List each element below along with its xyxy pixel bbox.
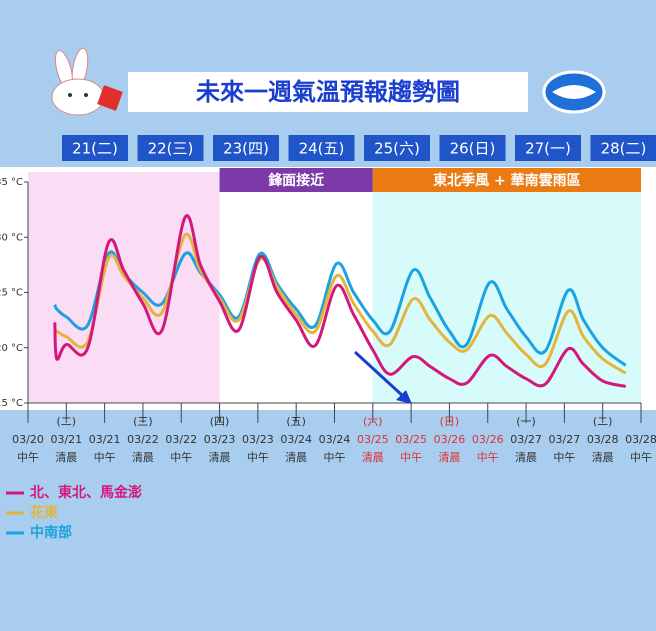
x-tick-time: 中午 (170, 451, 192, 464)
day-header: 23(四) (223, 140, 269, 158)
y-tick-label: 35 °C (0, 177, 23, 188)
logo (544, 72, 604, 112)
x-tick-weekday: (二) (593, 415, 613, 428)
annotation: 東北季風 + 華南雲雨區 (433, 172, 580, 189)
x-tick-time: 中午 (553, 451, 575, 464)
x-tick-label: 03/28 (625, 433, 656, 446)
x-tick-time: 清晨 (438, 451, 460, 464)
y-tick-label: 25 °C (0, 288, 23, 299)
day-header: 28(二) (601, 140, 647, 158)
x-tick-label: 03/22 (165, 433, 197, 446)
x-tick-label: 03/25 (395, 433, 427, 446)
x-tick-time: 清晨 (55, 451, 77, 464)
region (373, 172, 641, 403)
x-tick-label: 03/23 (242, 433, 274, 446)
y-tick-label: 30 °C (0, 232, 23, 243)
x-tick-weekday: (日) (440, 415, 460, 428)
region (28, 172, 220, 403)
x-tick-weekday: (三) (133, 415, 153, 428)
x-tick-weekday: (六) (363, 415, 383, 428)
day-header: 26(日) (450, 140, 496, 158)
x-tick-weekday: (五) (286, 415, 306, 428)
x-tick-time: 清晨 (362, 451, 384, 464)
x-tick-time: 清晨 (132, 451, 154, 464)
x-tick-label: 03/27 (549, 433, 581, 446)
x-tick-label: 03/24 (319, 433, 351, 446)
x-tick-weekday: (四) (210, 415, 230, 428)
day-header: 21(二) (72, 140, 118, 158)
chart-title: 未來一週氣溫預報趨勢圖 (196, 78, 460, 106)
day-header: 22(三) (148, 140, 194, 158)
x-tick-label: 03/28 (587, 433, 619, 446)
y-tick-label: 15 °C (0, 398, 23, 409)
x-tick-time: 中午 (324, 451, 346, 464)
x-tick-time: 中午 (630, 451, 652, 464)
x-tick-weekday: (一) (516, 415, 536, 428)
x-tick-label: 03/26 (434, 433, 466, 446)
day-header: 24(五) (299, 140, 345, 158)
legend-label: 北、東北、馬金澎 (30, 484, 142, 501)
x-tick-label: 03/20 (12, 433, 44, 446)
day-header: 27(一) (525, 140, 571, 158)
x-tick-time: 清晨 (285, 451, 307, 464)
x-tick-weekday: (二) (57, 415, 77, 428)
legend-label: 中南部 (30, 524, 72, 541)
legend-label: 花東 (30, 504, 58, 521)
x-tick-time: 中午 (477, 451, 499, 464)
x-tick-time: 中午 (247, 451, 269, 464)
annotation: 鋒面接近 (267, 172, 324, 189)
x-tick-label: 03/27 (510, 433, 542, 446)
x-tick-label: 03/25 (357, 433, 389, 446)
x-tick-label: 03/23 (204, 433, 236, 446)
y-tick-label: 20 °C (0, 343, 23, 354)
day-header: 25(六) (374, 140, 420, 158)
x-tick-label: 03/21 (89, 433, 121, 446)
x-tick-label: 03/21 (50, 433, 82, 446)
x-tick-time: 清晨 (515, 451, 537, 464)
x-tick-time: 中午 (17, 451, 39, 464)
x-tick-time: 中午 (400, 451, 422, 464)
x-tick-time: 清晨 (209, 451, 231, 464)
x-tick-label: 03/22 (127, 433, 159, 446)
x-tick-label: 03/24 (280, 433, 312, 446)
x-tick-time: 清晨 (592, 451, 614, 464)
x-tick-time: 中午 (94, 451, 116, 464)
x-tick-label: 03/26 (472, 433, 504, 446)
